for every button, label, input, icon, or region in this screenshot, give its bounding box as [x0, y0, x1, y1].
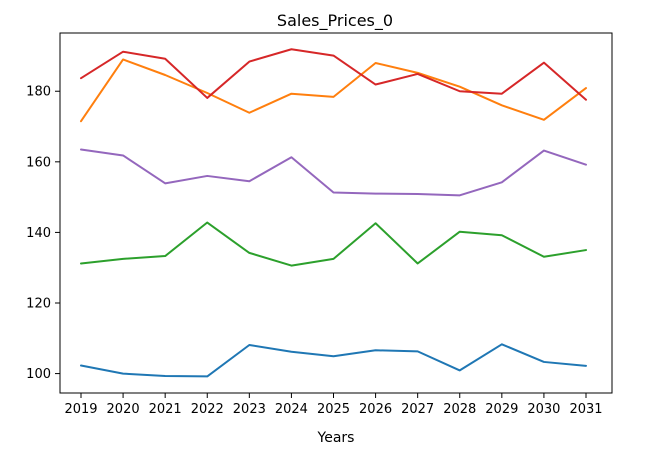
x-tick-label: 2025 — [317, 402, 350, 417]
x-tick-label: 2024 — [275, 402, 308, 417]
x-tick-label: 2023 — [233, 402, 266, 417]
y-tick-label: 140 — [26, 226, 51, 241]
x-axis-label: Years — [317, 430, 355, 446]
series-layer — [80, 48, 587, 378]
y-tick-label: 160 — [26, 155, 51, 170]
plot-frame — [59, 32, 613, 394]
x-tick-label: 2029 — [485, 402, 518, 417]
x-tick-label: 2027 — [401, 402, 434, 417]
y-tick-label: 100 — [26, 367, 51, 382]
x-tick-label: 2028 — [443, 402, 476, 417]
y-tick-label: 180 — [26, 85, 51, 100]
series-line-5 — [80, 148, 587, 197]
series-line-3 — [80, 221, 587, 267]
series-line-4 — [80, 48, 587, 101]
x-tick-label: 2020 — [107, 402, 140, 417]
x-tick-label: 2030 — [527, 402, 560, 417]
series-line-1 — [80, 343, 587, 378]
x-tick-label: 2021 — [149, 402, 182, 417]
y-axis: 100 120 140 160 180 — [26, 85, 60, 382]
x-axis: 2019 2020 2021 2022 2023 2024 2025 2026 2027 2028… — [64, 393, 603, 417]
x-tick-label: 2031 — [569, 402, 602, 417]
x-tick-label: 2026 — [359, 402, 392, 417]
chart-title: Sales_Prices_0 — [277, 11, 393, 31]
y-tick-label: 120 — [26, 297, 51, 312]
series-line-2 — [80, 58, 587, 123]
x-tick-label: 2022 — [191, 402, 224, 417]
x-tick-label: 2019 — [64, 402, 97, 417]
